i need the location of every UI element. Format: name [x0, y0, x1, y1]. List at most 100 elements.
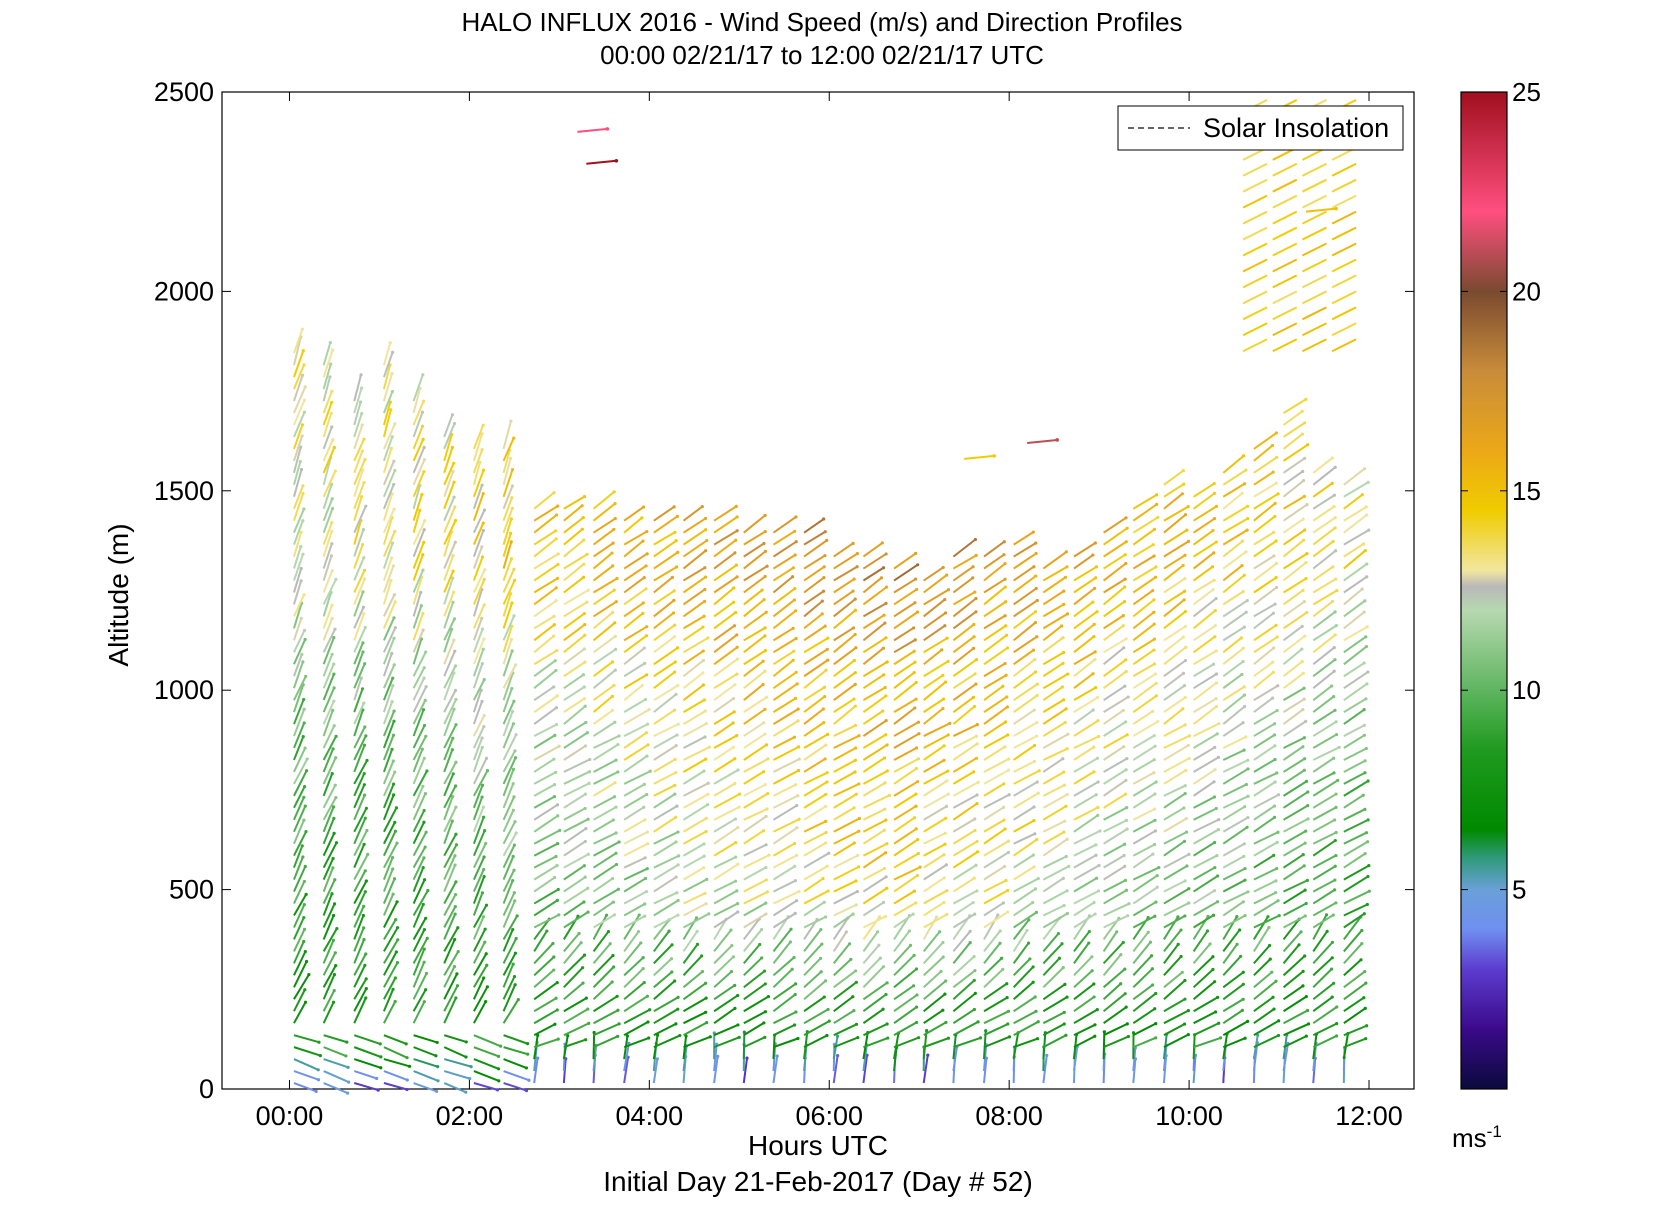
wind-barb-tip [552, 955, 556, 959]
wind-barb-tip [582, 900, 586, 904]
wind-barb [833, 552, 858, 570]
wind-barb [833, 590, 854, 606]
wind-barb-tip [704, 757, 708, 761]
wind-barb-tip [645, 552, 649, 556]
wind-barb-tip [884, 818, 888, 822]
wind-barb-tip [825, 647, 829, 651]
wind-barb-tip [764, 901, 768, 905]
wind-barb-tip [918, 865, 922, 869]
wind-barb [623, 793, 648, 809]
wind-barb-tip [332, 988, 336, 993]
wind-barb-tip [1362, 661, 1366, 665]
wind-barb-tip [363, 625, 367, 630]
wind-barb [1193, 517, 1216, 534]
wind-barb-tip [1272, 815, 1277, 819]
wind-barb [1343, 780, 1369, 797]
wind-barb [293, 758, 309, 785]
wind-barb [1027, 438, 1058, 444]
wind-barb [1012, 966, 1034, 988]
wind-barb [623, 576, 645, 594]
wind-barb-tip [332, 686, 336, 690]
wind-barb-tip [392, 709, 396, 713]
wind-barb [952, 1020, 979, 1037]
wind-barb [293, 675, 307, 701]
wind-barb [563, 563, 585, 582]
wind-barb-tip [299, 445, 303, 449]
wind-barb-tip [1033, 887, 1038, 891]
wind-barb [743, 879, 767, 893]
wind-barb-tip [1057, 956, 1062, 960]
wind-barb-tip [737, 805, 741, 809]
wind-barb-tip [612, 683, 616, 687]
wind-barb [503, 1070, 530, 1082]
wind-barb-tip [852, 806, 856, 810]
wind-barb [832, 1036, 839, 1060]
wind-barb-tip [821, 876, 825, 881]
wind-barb [383, 794, 395, 821]
wind-barb [923, 901, 945, 917]
wind-barb-tip [1003, 577, 1007, 581]
wind-barb [713, 1007, 736, 1025]
wind-barb-tip [1124, 778, 1128, 782]
wind-barb [772, 650, 795, 666]
wind-barb-tip [1002, 553, 1006, 557]
wind-barb [833, 724, 856, 737]
wind-barb [412, 757, 426, 785]
wind-barb-tip [824, 819, 828, 824]
wind-barb-tip [364, 504, 368, 508]
wind-barb-tip [1092, 634, 1096, 639]
wind-barb-tip [1216, 828, 1220, 832]
wind-barb [713, 587, 735, 606]
wind-barb [443, 672, 455, 701]
wind-barb-tip [302, 795, 306, 799]
wind-barb-tip [1359, 958, 1363, 962]
wind-barb-tip [452, 638, 456, 642]
wind-barb [1013, 1037, 1038, 1049]
wind-barb-tip [1244, 735, 1248, 739]
wind-barb [743, 829, 765, 845]
wind-barb-tip [361, 641, 365, 645]
wind-barb [1283, 720, 1307, 737]
wind-barb [563, 840, 586, 857]
wind-barb-tip [1176, 942, 1180, 946]
wind-barb-tip [1035, 598, 1039, 603]
wind-barb [1343, 724, 1365, 737]
x-tick-label: 12:00 [1335, 1101, 1403, 1131]
wind-barb [1042, 590, 1065, 606]
wind-barb-tip [302, 784, 307, 789]
wind-barb [412, 459, 426, 486]
wind-barb-tip [1095, 876, 1099, 880]
wind-barb [592, 611, 614, 630]
wind-barb-tip [1185, 528, 1189, 532]
wind-barb [1282, 970, 1304, 989]
wind-barb-tip [516, 997, 520, 1002]
wind-barb-tip [390, 700, 394, 704]
wind-barb [862, 957, 882, 977]
wind-barb-tip [1330, 995, 1334, 999]
wind-barb [533, 623, 555, 642]
wind-barb [383, 842, 398, 869]
wind-barb [803, 758, 826, 773]
wind-barb-tip [1060, 685, 1064, 689]
wind-barb [862, 876, 887, 893]
wind-barb-tip [512, 843, 516, 847]
wind-barb-tip [792, 649, 796, 653]
wind-barb-tip [1002, 540, 1006, 544]
wind-barb [653, 958, 673, 977]
wind-barb [922, 1055, 929, 1084]
wind-barb [1253, 647, 1275, 666]
wind-barb [1042, 651, 1065, 666]
wind-barb-tip [1123, 792, 1128, 796]
wind-barb [293, 350, 305, 378]
wind-barb [502, 458, 512, 486]
wind-barb [383, 927, 399, 952]
wind-barb [803, 695, 826, 713]
wind-barb [1073, 735, 1100, 749]
wind-barb [472, 701, 483, 725]
wind-barb [623, 831, 648, 845]
wind-barb [293, 881, 306, 904]
wind-barb [472, 842, 487, 869]
wind-barb [1042, 865, 1070, 881]
wind-barb [833, 783, 860, 797]
